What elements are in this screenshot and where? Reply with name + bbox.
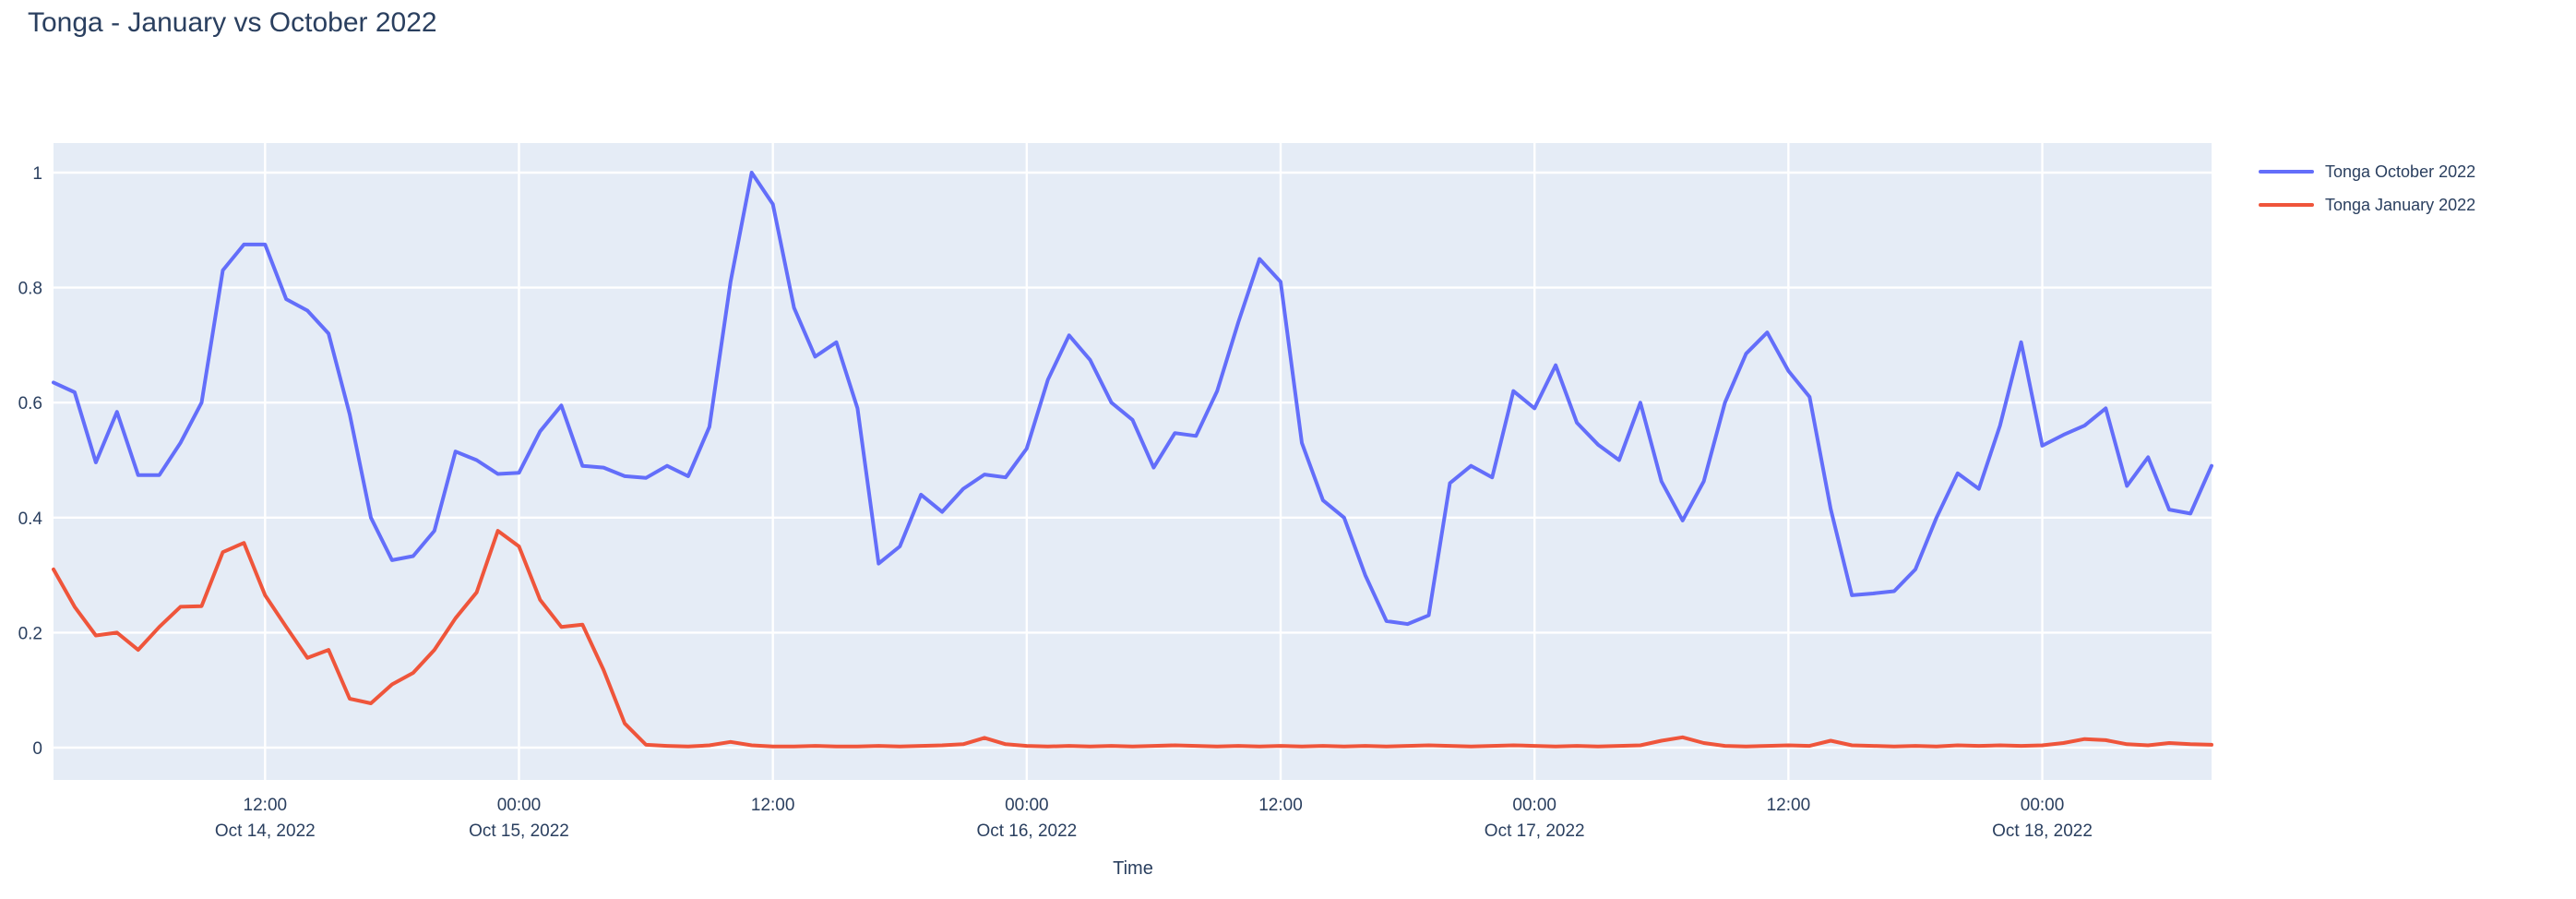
x-tick-label: 12:00 xyxy=(244,796,288,815)
x-tick-date-label: Oct 16, 2022 xyxy=(976,821,1077,841)
y-tick-label: 0.2 xyxy=(18,624,42,643)
legend-line-swatch xyxy=(2259,170,2314,174)
x-tick-label: 12:00 xyxy=(751,796,795,815)
legend-line-swatch xyxy=(2259,203,2314,207)
legend-item-tonga-october-2022[interactable]: Tonga October 2022 xyxy=(2259,155,2475,188)
y-tick-label: 0.6 xyxy=(18,394,42,414)
x-tick-label: 00:00 xyxy=(2021,796,2065,815)
x-tick-label: 00:00 xyxy=(1005,796,1049,815)
x-tick-label: 00:00 xyxy=(1512,796,1556,815)
x-tick-label: 12:00 xyxy=(1258,796,1303,815)
series-line-tonga-january-2022 xyxy=(52,529,2213,749)
x-tick-date-label: Oct 15, 2022 xyxy=(469,821,569,841)
y-tick-label: 1 xyxy=(32,164,42,184)
y-tick-label: 0 xyxy=(32,739,42,759)
chart-title: Tonga - January vs October 2022 xyxy=(28,7,437,38)
x-tick-label: 00:00 xyxy=(497,796,542,815)
x-tick-date-label: Oct 17, 2022 xyxy=(1485,821,1585,841)
legend: Tonga October 2022 Tonga January 2022 xyxy=(2259,155,2475,222)
plot-area[interactable] xyxy=(54,143,2212,780)
x-tick-label: 12:00 xyxy=(1767,796,1811,815)
legend-label: Tonga January 2022 xyxy=(2325,195,2476,214)
legend-label: Tonga October 2022 xyxy=(2325,162,2476,181)
x-tick-date-label: Oct 18, 2022 xyxy=(1992,821,2093,841)
xaxis-title: Time xyxy=(1113,858,1153,879)
y-tick-label: 0.8 xyxy=(18,280,42,299)
x-tick-date-label: Oct 14, 2022 xyxy=(215,821,316,841)
legend-item-tonga-january-2022[interactable]: Tonga January 2022 xyxy=(2259,188,2475,222)
series-line-tonga-october-2022 xyxy=(52,171,2213,627)
y-tick-label: 0.4 xyxy=(18,509,43,529)
